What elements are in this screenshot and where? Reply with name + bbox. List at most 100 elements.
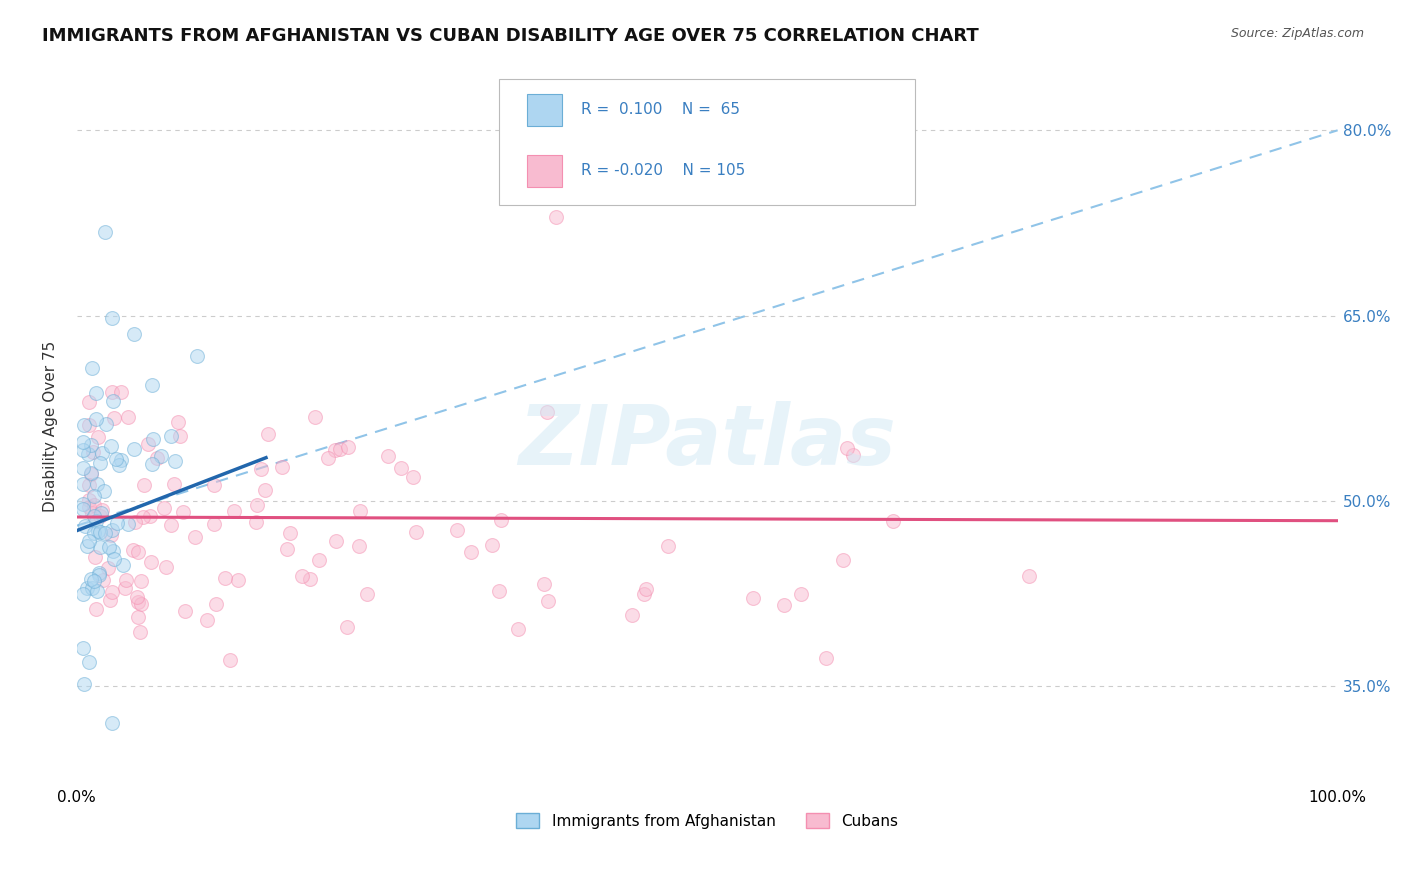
Point [402, 470, 425, 484]
Point [460, 545, 482, 559]
Point [446, 523, 468, 537]
Point [121, 543, 143, 558]
Point [155, 560, 177, 574]
Point [87, 566, 110, 581]
Point [405, 525, 427, 540]
Text: IMMIGRANTS FROM AFGHANISTAN VS CUBAN DISABILITY AGE OVER 75 CORRELATION CHART: IMMIGRANTS FROM AFGHANISTAN VS CUBAN DIS… [42, 27, 979, 45]
Point [349, 504, 371, 518]
Point [271, 459, 294, 474]
Point [489, 513, 512, 527]
Point [94, 417, 117, 431]
Point [89, 508, 111, 523]
Point [228, 573, 250, 587]
Point [329, 442, 352, 456]
Point [101, 393, 124, 408]
Point [72, 461, 94, 475]
Point [100, 439, 122, 453]
Point [80, 572, 103, 586]
Point [90, 507, 112, 521]
Point [172, 505, 194, 519]
Point [83, 498, 105, 512]
Point [73, 418, 96, 433]
Point [202, 478, 225, 492]
Point [89, 525, 111, 540]
Legend: Immigrants from Afghanistan, Cubans: Immigrants from Afghanistan, Cubans [510, 806, 904, 835]
Point [195, 613, 218, 627]
Point [139, 509, 162, 524]
Point [83, 574, 105, 588]
Point [122, 442, 145, 456]
Point [84, 412, 107, 426]
Point [250, 462, 273, 476]
Point [132, 478, 155, 492]
Point [101, 544, 124, 558]
Point [84, 601, 107, 615]
Point [163, 476, 186, 491]
Point [105, 516, 128, 531]
Point [79, 477, 101, 491]
Point [325, 533, 347, 548]
Text: Source: ZipAtlas.com: Source: ZipAtlas.com [1230, 27, 1364, 40]
Point [103, 552, 125, 566]
Point [93, 225, 115, 239]
Point [657, 539, 679, 553]
Point [537, 594, 560, 608]
Point [80, 438, 103, 452]
Point [141, 377, 163, 392]
Point [219, 653, 242, 667]
Point [87, 430, 110, 444]
Point [97, 561, 120, 575]
Point [127, 595, 149, 609]
Point [222, 504, 245, 518]
Point [214, 571, 236, 585]
Point [356, 587, 378, 601]
Point [842, 448, 865, 462]
Point [150, 449, 173, 463]
Point [114, 582, 136, 596]
Point [304, 410, 326, 425]
Point [139, 556, 162, 570]
Point [814, 651, 837, 665]
Point [174, 604, 197, 618]
Point [837, 441, 859, 455]
Point [76, 539, 98, 553]
Point [166, 415, 188, 429]
FancyBboxPatch shape [527, 94, 562, 126]
Point [72, 442, 94, 457]
Point [122, 327, 145, 342]
Point [87, 568, 110, 582]
Point [153, 500, 176, 515]
Point [108, 458, 131, 473]
Point [72, 502, 94, 516]
Point [141, 457, 163, 471]
Point [741, 591, 763, 606]
Point [278, 526, 301, 541]
FancyBboxPatch shape [527, 154, 562, 186]
Point [790, 587, 813, 601]
Point [772, 599, 794, 613]
Point [73, 677, 96, 691]
Point [86, 584, 108, 599]
Point [79, 467, 101, 481]
Point [101, 384, 124, 399]
Point [103, 411, 125, 425]
Point [256, 427, 278, 442]
Point [75, 519, 97, 533]
Point [481, 538, 503, 552]
Point [129, 598, 152, 612]
Point [91, 574, 114, 588]
Text: R =  0.100    N =  65: R = 0.100 N = 65 [581, 103, 740, 117]
Point [94, 526, 117, 541]
Point [83, 549, 105, 564]
Point [101, 311, 124, 326]
Point [117, 516, 139, 531]
Point [80, 361, 103, 376]
Point [533, 576, 555, 591]
Point [129, 574, 152, 588]
Point [316, 450, 339, 465]
Point [298, 572, 321, 586]
Point [127, 590, 149, 604]
Point [536, 405, 558, 419]
FancyBboxPatch shape [499, 79, 915, 204]
Point [79, 417, 101, 432]
